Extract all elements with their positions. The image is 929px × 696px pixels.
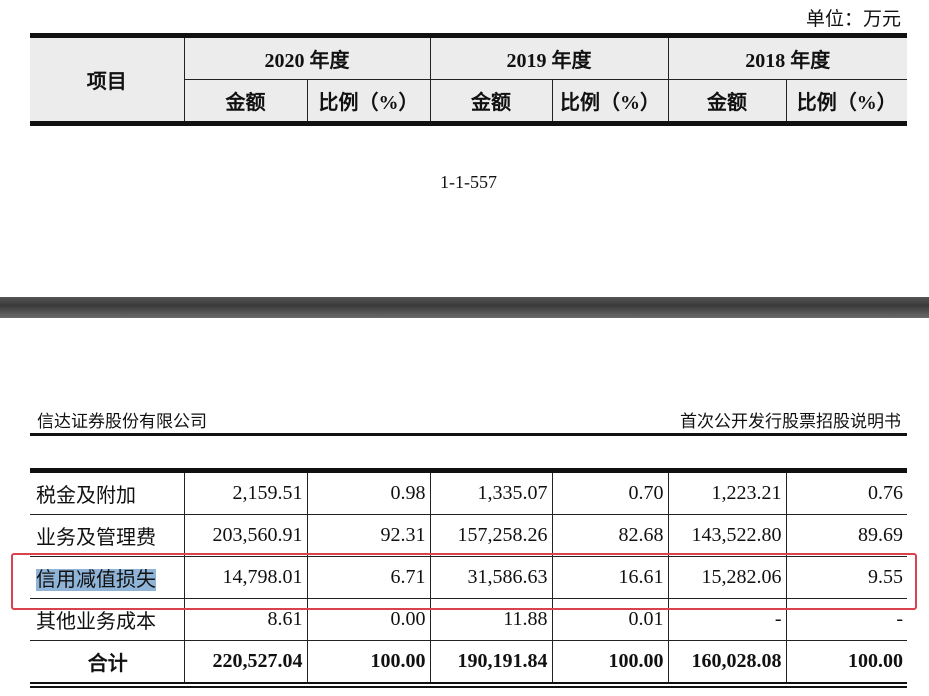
row-label: 合计 xyxy=(87,653,128,675)
highlight-box xyxy=(11,553,917,610)
ratio-cell: 0.98 xyxy=(306,470,431,515)
row-label-cell: 业务及管理费 xyxy=(30,514,185,557)
row-label-cell: 其他业务成本 xyxy=(30,598,185,641)
company-name: 信达证券股份有限公司 xyxy=(37,407,207,435)
amount-cell: 2,159.51 xyxy=(183,470,308,515)
header-ratio: 比例（%） xyxy=(551,79,669,124)
row-label: 其他业务成本 xyxy=(36,611,156,633)
amount-cell: 15,282.06 xyxy=(667,556,787,599)
document-title: 首次公开发行股票招股说明书 xyxy=(680,412,901,431)
ratio-cell: 100.00 xyxy=(551,640,669,686)
row-label-cell: 税金及附加 xyxy=(30,470,185,515)
header-ratio: 比例（%） xyxy=(306,79,431,124)
table-header: 项目 2020 年度 2019 年度 2018 年度 金额 比例（%） 金额 比… xyxy=(30,33,907,126)
amount-cell: 14,798.01 xyxy=(183,556,308,599)
amount-cell: - xyxy=(667,598,787,641)
header-rule xyxy=(30,433,907,436)
amount-cell: 190,191.84 xyxy=(429,640,553,686)
amount-cell: 220,527.04 xyxy=(183,640,308,686)
amount-cell: 203,560.91 xyxy=(183,514,308,557)
ratio-cell: 0.70 xyxy=(551,470,669,515)
ratio-cell: 82.68 xyxy=(551,514,669,557)
table-row: 业务及管理费 203,560.91 92.31 157,258.26 82.68 143,… xyxy=(30,514,907,557)
ratio-cell: 89.69 xyxy=(785,514,907,557)
unit-label: 单位：万元 xyxy=(805,9,901,30)
header-amount: 金额 xyxy=(184,79,308,124)
header-amount: 金额 xyxy=(429,79,553,124)
table-row: 合计 220,527.04 100.00 190,191.84 100.00 160,02… xyxy=(30,640,907,686)
table-row: 其他业务成本 8.61 0.00 11.88 0.01- - xyxy=(30,598,907,641)
row-label: 税金及附加 xyxy=(36,485,136,507)
amount-cell: 160,028.08 xyxy=(667,640,787,686)
row-label-cell: 合计 xyxy=(30,640,185,686)
ratio-cell: 92.31 xyxy=(306,514,431,557)
ratio-cell: - xyxy=(785,598,907,641)
ratio-cell: 0.76 xyxy=(785,470,907,515)
ratio-cell: 100.00 xyxy=(306,640,431,686)
table-row: 税金及附加 2,159.51 0.98 1,335.07 0.70 1,223.21 0.7… xyxy=(30,470,907,515)
header-year: 2018 年度 xyxy=(667,35,907,80)
amount-cell: 1,335.07 xyxy=(429,470,553,515)
amount-cell: 1,223.21 xyxy=(667,470,787,515)
header-year: 2019 年度 xyxy=(429,35,669,80)
header-ratio: 比例（%） xyxy=(785,79,907,124)
row-label: 业务及管理费 xyxy=(36,527,156,549)
page-separator xyxy=(0,297,929,318)
header-year: 2020 年度 xyxy=(183,35,431,80)
amount-cell: 157,258.26 xyxy=(429,514,553,557)
ratio-cell: 0.01 xyxy=(551,598,669,641)
amount-cell: 11.88 xyxy=(429,598,553,641)
row-label: 信用减值损失 xyxy=(36,569,156,591)
amount-cell: 143,522.80 xyxy=(667,514,787,557)
page-number: 1-1-557 xyxy=(440,172,497,192)
header-item: 项目 xyxy=(30,35,185,124)
table-row: 信用减值损失 14,798.01 6.71 31,586.63 16.61 15,282.… xyxy=(30,556,907,599)
expense-table: 税金及附加 2,159.51 0.98 1,335.07 0.70 1,223.21 0.7… xyxy=(30,468,907,688)
header-amount: 金额 xyxy=(667,79,787,124)
ratio-cell: 100.00 xyxy=(785,640,907,686)
